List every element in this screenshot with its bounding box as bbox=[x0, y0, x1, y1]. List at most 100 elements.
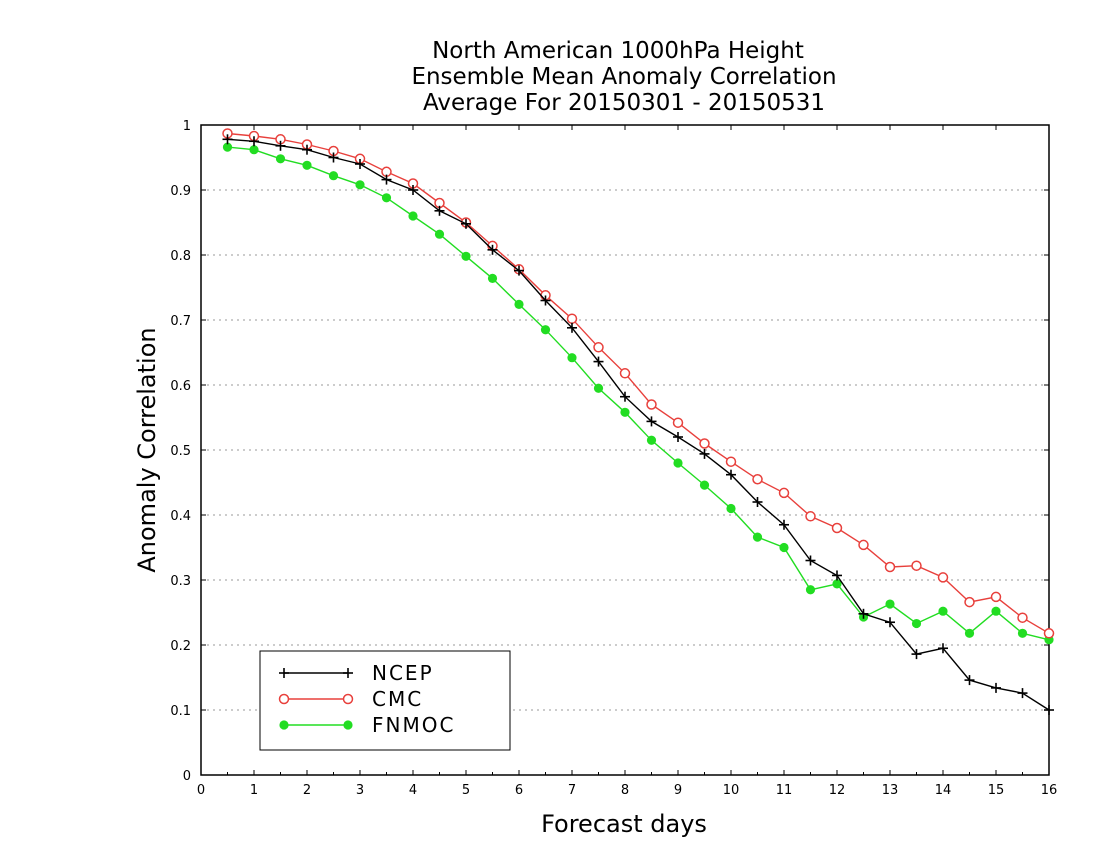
legend-label: CMC bbox=[372, 687, 423, 711]
y-tick-label: 0.2 bbox=[170, 639, 191, 654]
series-line-ncep bbox=[227, 138, 1050, 711]
data-point-cmc bbox=[778, 487, 790, 499]
data-point-cmc bbox=[672, 417, 684, 428]
legend-box bbox=[259, 650, 511, 751]
data-point-fnmoc bbox=[249, 145, 259, 155]
chart-title: North American 1000hPa Height Ensemble M… bbox=[411, 38, 836, 116]
legend-label: FNMOC bbox=[372, 713, 455, 737]
x-tick-label: 14 bbox=[935, 783, 952, 798]
title-line-1: North American 1000hPa Height bbox=[432, 38, 804, 64]
data-point-fnmoc bbox=[832, 579, 842, 589]
data-point-fnmoc bbox=[673, 458, 683, 468]
data-point-fnmoc bbox=[620, 407, 630, 417]
x-tick-label: 3 bbox=[356, 783, 364, 798]
data-point-fnmoc bbox=[355, 180, 365, 190]
x-tick-label: 4 bbox=[409, 783, 417, 798]
y-tick-label: 0.3 bbox=[170, 574, 191, 589]
data-point-fnmoc bbox=[514, 299, 524, 309]
x-tick-label: 9 bbox=[674, 783, 682, 798]
data-point-cmc bbox=[619, 368, 631, 379]
y-tick-label: 0.5 bbox=[170, 444, 191, 459]
data-point-cmc bbox=[1017, 612, 1028, 623]
data-point-fnmoc bbox=[275, 154, 286, 164]
data-point-fnmoc bbox=[302, 160, 312, 170]
series-ncep bbox=[222, 134, 1054, 715]
data-point-fnmoc bbox=[461, 251, 471, 261]
y-tick-label: 1 bbox=[183, 119, 191, 134]
data-point-fnmoc bbox=[938, 606, 948, 616]
data-point-fnmoc bbox=[964, 628, 975, 638]
data-point-fnmoc bbox=[752, 532, 763, 542]
x-axis-label: Forecast days bbox=[541, 810, 707, 838]
legend-item-cmc: CMC bbox=[278, 687, 423, 711]
x-tick-label: 1 bbox=[250, 783, 258, 798]
data-point-cmc bbox=[699, 438, 710, 449]
y-tick-label: 0.1 bbox=[170, 704, 191, 719]
legend-item-fnmoc: FNMOC bbox=[279, 713, 455, 737]
x-tick-label: 5 bbox=[462, 783, 470, 798]
y-tick-label: 0 bbox=[183, 769, 191, 784]
legend-item-ncep: NCEP bbox=[279, 661, 434, 685]
data-point-cmc bbox=[990, 591, 1002, 603]
y-tick-label: 0.7 bbox=[170, 314, 191, 329]
data-point-cmc bbox=[725, 456, 737, 467]
x-tick-label: 11 bbox=[776, 783, 793, 798]
x-tick-label: 15 bbox=[988, 783, 1005, 798]
series-lines bbox=[222, 128, 1055, 715]
data-point-cmc bbox=[831, 522, 843, 534]
data-point-fnmoc bbox=[805, 585, 816, 595]
data-point-cmc bbox=[937, 572, 949, 583]
series-cmc bbox=[222, 128, 1055, 639]
data-point-fnmoc bbox=[699, 480, 710, 490]
data-point-cmc bbox=[566, 313, 578, 324]
legend-marker-end bbox=[342, 693, 354, 705]
y-tick-label: 0.6 bbox=[170, 379, 191, 394]
x-tick-label: 7 bbox=[568, 783, 576, 798]
data-point-cmc bbox=[858, 539, 869, 551]
x-tick-label: 2 bbox=[303, 783, 311, 798]
data-point-fnmoc bbox=[222, 142, 233, 152]
y-axis-label: Anomaly Correlation bbox=[133, 327, 161, 572]
legend-marker-start bbox=[278, 693, 290, 705]
title-line-2: Ensemble Mean Anomaly Correlation bbox=[411, 64, 836, 90]
series-line-fnmoc bbox=[227, 146, 1050, 641]
axes: 0 1 2 3 4 5 6 7 8 9 10 11 12 13 14 15 1600.10.20.30.40.5… bbox=[170, 119, 1057, 798]
data-point-fnmoc bbox=[726, 503, 736, 514]
data-point-fnmoc bbox=[1017, 628, 1028, 638]
legend-marker-end bbox=[343, 720, 353, 730]
data-point-cmc bbox=[1043, 628, 1055, 639]
title-line-3: Average For 20150301 - 20150531 bbox=[423, 90, 825, 116]
x-tick-label: 0 bbox=[197, 783, 205, 798]
data-point-fnmoc bbox=[408, 211, 418, 221]
data-point-cmc bbox=[752, 474, 763, 485]
data-point-fnmoc bbox=[779, 542, 789, 553]
x-tick-label: 6 bbox=[515, 783, 523, 798]
y-tick-label: 0.8 bbox=[170, 249, 191, 264]
x-tick-label: 16 bbox=[1041, 783, 1058, 798]
x-tick-label: 13 bbox=[882, 783, 899, 798]
data-point-fnmoc bbox=[381, 193, 392, 203]
series-line-cmc bbox=[227, 132, 1050, 634]
y-tick-label: 0.9 bbox=[170, 184, 191, 199]
legend-label: NCEP bbox=[372, 661, 434, 685]
x-tick-label: 10 bbox=[723, 783, 740, 798]
data-point-cmc bbox=[805, 511, 816, 522]
data-point-fnmoc bbox=[991, 606, 1001, 616]
data-point-fnmoc bbox=[328, 171, 339, 181]
data-point-fnmoc bbox=[911, 618, 922, 629]
data-point-fnmoc bbox=[646, 435, 657, 445]
data-point-cmc bbox=[593, 342, 604, 353]
data-point-fnmoc bbox=[567, 353, 577, 363]
y-tick-label: 0.4 bbox=[170, 509, 191, 524]
gridlines bbox=[201, 189, 1049, 711]
data-point-fnmoc bbox=[885, 599, 895, 609]
legend-marker-start bbox=[279, 720, 289, 730]
data-point-cmc bbox=[911, 560, 922, 571]
data-point-fnmoc bbox=[487, 273, 498, 283]
data-point-fnmoc bbox=[593, 383, 604, 393]
data-point-cmc bbox=[646, 399, 657, 410]
data-point-cmc bbox=[964, 596, 975, 608]
series-fnmoc bbox=[222, 142, 1054, 645]
